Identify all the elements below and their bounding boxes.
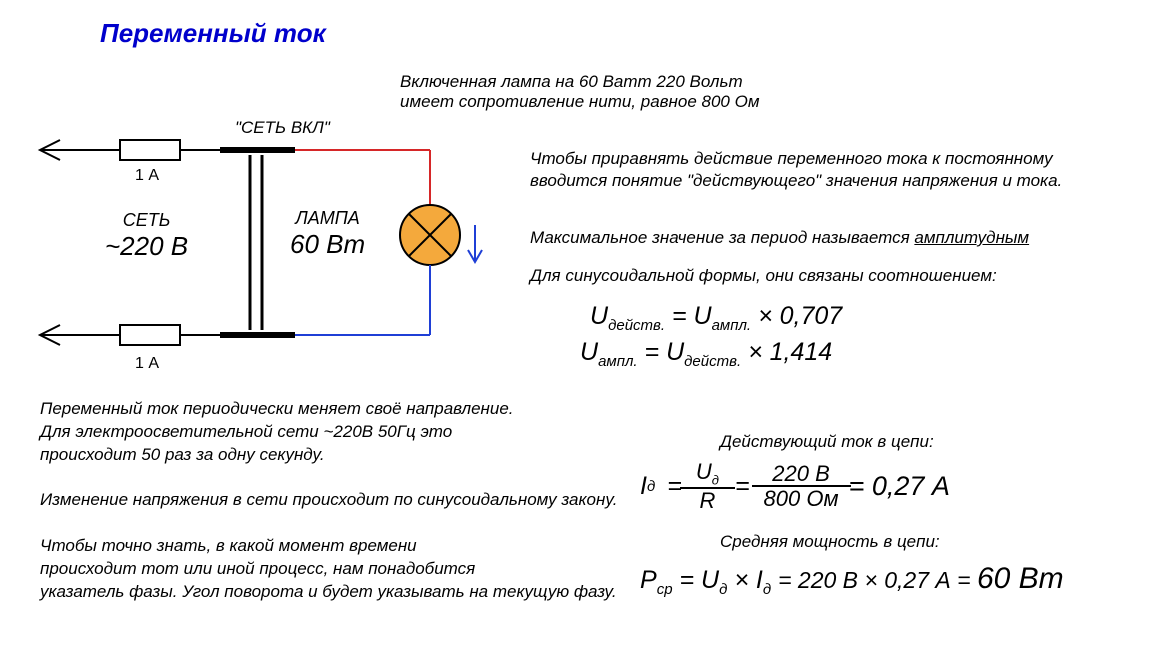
lamp-label: ЛАМПА 60 Вт [290,208,365,260]
pw-I: I [756,566,763,594]
pw-eq1: = [679,566,701,594]
eq1-rhs-sub: ампл. [712,317,752,334]
lamp-spec-l1: Включенная лампа на 60 Ватт 220 Вольт [400,72,760,92]
frac2-top: 220 В [766,462,836,485]
pw-I-sub: д [763,581,771,598]
pw-numbers: = 220 В × 0,27 А = [778,567,977,593]
eq2-rhs-sub: действ. [684,353,741,370]
frac2-bot: 800 Ом [752,485,851,510]
pw-mult: × [734,566,756,594]
eq2-tail: × 1,414 [748,338,832,366]
current-result: = 0,27 А [849,471,950,502]
page-title: Переменный ток [100,18,326,49]
frac1-top-sub: д [712,472,719,487]
rms-explanation: Чтобы приравнять действие переменного то… [530,148,1062,192]
phase-l3: указатель фазы. Угол поворота и будет ук… [40,581,617,604]
fuse-bottom-label: 1 А [135,355,159,373]
eq1-lhs-U: U [590,302,608,330]
switch-label: "СЕТЬ ВКЛ" [235,118,330,138]
mains-label-l1: СЕТЬ [105,210,188,231]
eq2-lhs-sub: ампл. [598,353,638,370]
eq1-tail: × 0,707 [758,302,842,330]
eq2-lhs-U: U [580,338,598,366]
amplitude-pre: Максимальное значение за период называет… [530,228,914,247]
P-sub: ср [657,581,673,598]
calc-heading-current: Действующий ток в цепи: [720,432,934,452]
formula-current: Iд = Uд R = 220 В 800 Ом = 0,27 А [640,460,950,512]
phase-l2: происходит тот или иной процесс, нам пон… [40,558,617,581]
frac-220-800: 220 В 800 Ом [758,462,845,510]
eq2-rhs-U: U [666,338,684,366]
calc-eq2: = [735,472,750,501]
lamp-label-l1: ЛАМПА [290,208,365,229]
pw-U: U [701,566,719,594]
pw-U-sub: д [719,581,727,598]
eq2-eq: = [645,338,667,366]
sine-law-note: Изменение напряжения в сети происходит п… [40,490,617,510]
frac-UR: Uд R [688,460,727,512]
frac1-top: U [696,459,712,484]
sine-relation-note: Для синусоидальной формы, они связаны со… [530,266,997,286]
dir-l2: Для электроосветительной сети ~220В 50Гц… [40,421,514,444]
phase-l1: Чтобы точно знать, в какой момент времен… [40,535,617,558]
dir-l1: Переменный ток периодически меняет своё … [40,398,514,421]
rms-l2: вводится понятие "действующего" значения… [530,170,1062,192]
power-result-fix: 60 Вт [977,562,1064,595]
rms-l1: Чтобы приравнять действие переменного то… [530,148,1062,170]
mains-label-l2: ~220 В [105,231,188,262]
eq1-eq: = [672,302,694,330]
formula-power: Pср = Uд × Iд = 220 В × 0,27 А = 60 Вт [640,562,1064,598]
formula-ampl-from-rms: Uампл. = Uдейств. × 1,414 [580,338,832,370]
lamp-label-l2: 60 Вт [290,229,365,260]
eq1-rhs-U: U [694,302,712,330]
eq1-lhs-sub: действ. [608,317,665,334]
direction-note: Переменный ток периодически меняет своё … [40,398,514,467]
fuse-top-label: 1 А [135,167,159,185]
dir-l3: происходит 50 раз за одну секунду. [40,444,514,467]
frac1-bot: R [680,487,735,512]
mains-label: СЕТЬ ~220 В [105,210,188,262]
P-sym: P [640,566,657,594]
I-sub: д [647,478,655,495]
formula-rms-from-ampl: Uдейств. = Uампл. × 0,707 [590,302,842,334]
amplitude-note: Максимальное значение за период называет… [530,228,1029,248]
amplitude-underline: амплитудным [914,228,1029,247]
I-sym: I [640,472,647,501]
calc-heading-power: Средняя мощность в цепи: [720,532,940,552]
phase-note: Чтобы точно знать, в какой момент времен… [40,535,617,604]
